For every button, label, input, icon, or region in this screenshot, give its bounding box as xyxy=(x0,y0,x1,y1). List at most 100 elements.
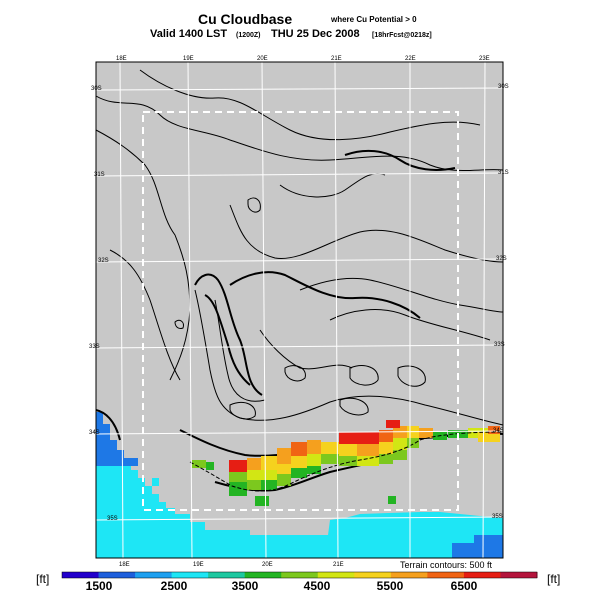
coastline xyxy=(189,431,504,492)
colorbar-unit-left: [ft] xyxy=(36,572,50,586)
colorbar-tick-label: 1500 xyxy=(85,579,113,593)
valid-time: Valid 1400 LST xyxy=(150,28,228,40)
cloudbase-cell xyxy=(357,444,379,456)
cloudbase-cell xyxy=(419,428,433,438)
colorbar-segment xyxy=(390,572,428,578)
lat-label-right: 32S xyxy=(496,256,507,262)
lat-label-left: 31S xyxy=(94,172,105,178)
meridian-20e xyxy=(261,61,267,559)
inner-domain-box xyxy=(142,111,459,511)
ocean-notch xyxy=(152,478,159,486)
colorbar-tick-label: 2500 xyxy=(160,579,188,593)
lon-label-bottom: 20E xyxy=(262,562,273,568)
cloudbase-cell xyxy=(277,448,291,464)
lat-label-right: 31S xyxy=(498,170,509,176)
ocean-west-steps xyxy=(96,470,138,520)
lon-label-top: 19E xyxy=(183,56,194,62)
cloudbase-cell xyxy=(206,462,214,470)
cloudbase-cell xyxy=(478,432,500,442)
cloudbase-cell xyxy=(291,456,307,468)
terrain-contours xyxy=(95,69,504,426)
colorbar-segment xyxy=(500,572,538,578)
map-title: Cu Cloudbase xyxy=(198,11,293,27)
terrain-contour xyxy=(109,249,181,381)
colorbar-unit-right: [ft] xyxy=(547,572,561,586)
lon-label-top: 18E xyxy=(116,56,127,62)
cloudbase-cell xyxy=(339,444,357,456)
lon-label-bottom: 19E xyxy=(193,562,204,568)
lat-label-left: 32S xyxy=(98,258,109,264)
ocean-area xyxy=(96,430,503,558)
cloudbase-cell xyxy=(321,454,339,464)
lat-label-left: 30S xyxy=(91,86,102,92)
forecast-date: THU 25 Dec 2008 xyxy=(271,28,360,40)
cloudbase-cell xyxy=(379,442,393,454)
cloudbase-cell xyxy=(229,460,247,472)
cloudbase-cell xyxy=(277,464,291,474)
cloudbase-cell xyxy=(247,458,261,470)
terrain-contour xyxy=(174,319,184,329)
graticule xyxy=(95,61,504,559)
colorbar-segment xyxy=(317,572,355,578)
cloudbase-cell xyxy=(261,470,277,480)
lat-label-right: 34S xyxy=(493,428,504,434)
deep-ocean-south-east-2 xyxy=(474,535,503,543)
lat-label-left: 34S xyxy=(89,430,100,436)
cloudbase-cell xyxy=(291,468,307,478)
parallel-33s xyxy=(95,344,504,349)
cloudbase-cell xyxy=(379,454,393,464)
cloudbase-cell xyxy=(247,480,261,490)
cloudbase-cell xyxy=(357,432,379,444)
terrain-contour-note: Terrain contours: 500 ft xyxy=(400,560,493,570)
terrain-contour xyxy=(339,397,369,416)
terrain-contour xyxy=(397,365,426,387)
terrain-contour xyxy=(214,299,266,402)
cloudbase-cell xyxy=(339,456,357,466)
run-info: [18hrFcst@0218z] xyxy=(372,32,432,39)
cloudbase-cell xyxy=(229,472,247,482)
colorbar-tick-label: 4500 xyxy=(303,579,331,593)
cloudbase-cell xyxy=(393,438,407,450)
terrain-contour xyxy=(95,95,504,172)
cloudbase-cell xyxy=(307,440,321,454)
cloudbase-cell xyxy=(307,466,321,474)
lon-label-top: 20E xyxy=(257,56,268,62)
map-title-qualifier: where Cu Potential > 0 xyxy=(331,15,417,24)
colorbar-segment xyxy=(62,572,100,578)
meridian-19e xyxy=(187,61,193,559)
meridian-21e xyxy=(334,61,339,559)
colorbar-segment xyxy=(171,572,209,578)
valid-time-z: (1200Z) xyxy=(236,32,261,39)
meridian-18e xyxy=(119,61,124,559)
colorbar-segment xyxy=(135,572,173,578)
cloudbase-cell xyxy=(357,456,379,466)
cloudbase-cell xyxy=(407,438,419,448)
colorbar-segment xyxy=(281,572,319,578)
lon-label-top: 21E xyxy=(331,56,342,62)
lon-label-bottom: 18E xyxy=(119,562,130,568)
terrain-contour xyxy=(259,329,353,370)
map-title-block: Cu Cloudbase where Cu Potential > 0 xyxy=(0,11,600,31)
colorbar xyxy=(61,571,538,579)
meridian-23e xyxy=(482,61,486,559)
cloudbase-cell xyxy=(247,470,261,480)
cloudbase-cell xyxy=(255,496,269,506)
parallel-35s xyxy=(95,516,504,521)
colorbar-segment xyxy=(427,572,465,578)
deep-ocean-west xyxy=(96,412,138,466)
parallel-34s xyxy=(95,430,504,435)
parallel-32s xyxy=(95,258,504,263)
colorbar-frame xyxy=(61,571,538,579)
parallel-30s xyxy=(95,87,504,91)
terrain-contour-bold xyxy=(194,273,263,396)
terrain-contour xyxy=(329,309,491,341)
colorbar-segment xyxy=(244,572,282,578)
colorbar-segment xyxy=(463,572,501,578)
colorbar-segment xyxy=(208,572,246,578)
lat-label-left: 35S xyxy=(107,516,118,522)
cloudbase-cell xyxy=(339,432,357,444)
terrain-contour xyxy=(349,365,379,386)
cloudbase-cell xyxy=(386,420,400,428)
cloudbase-cell xyxy=(393,450,407,460)
